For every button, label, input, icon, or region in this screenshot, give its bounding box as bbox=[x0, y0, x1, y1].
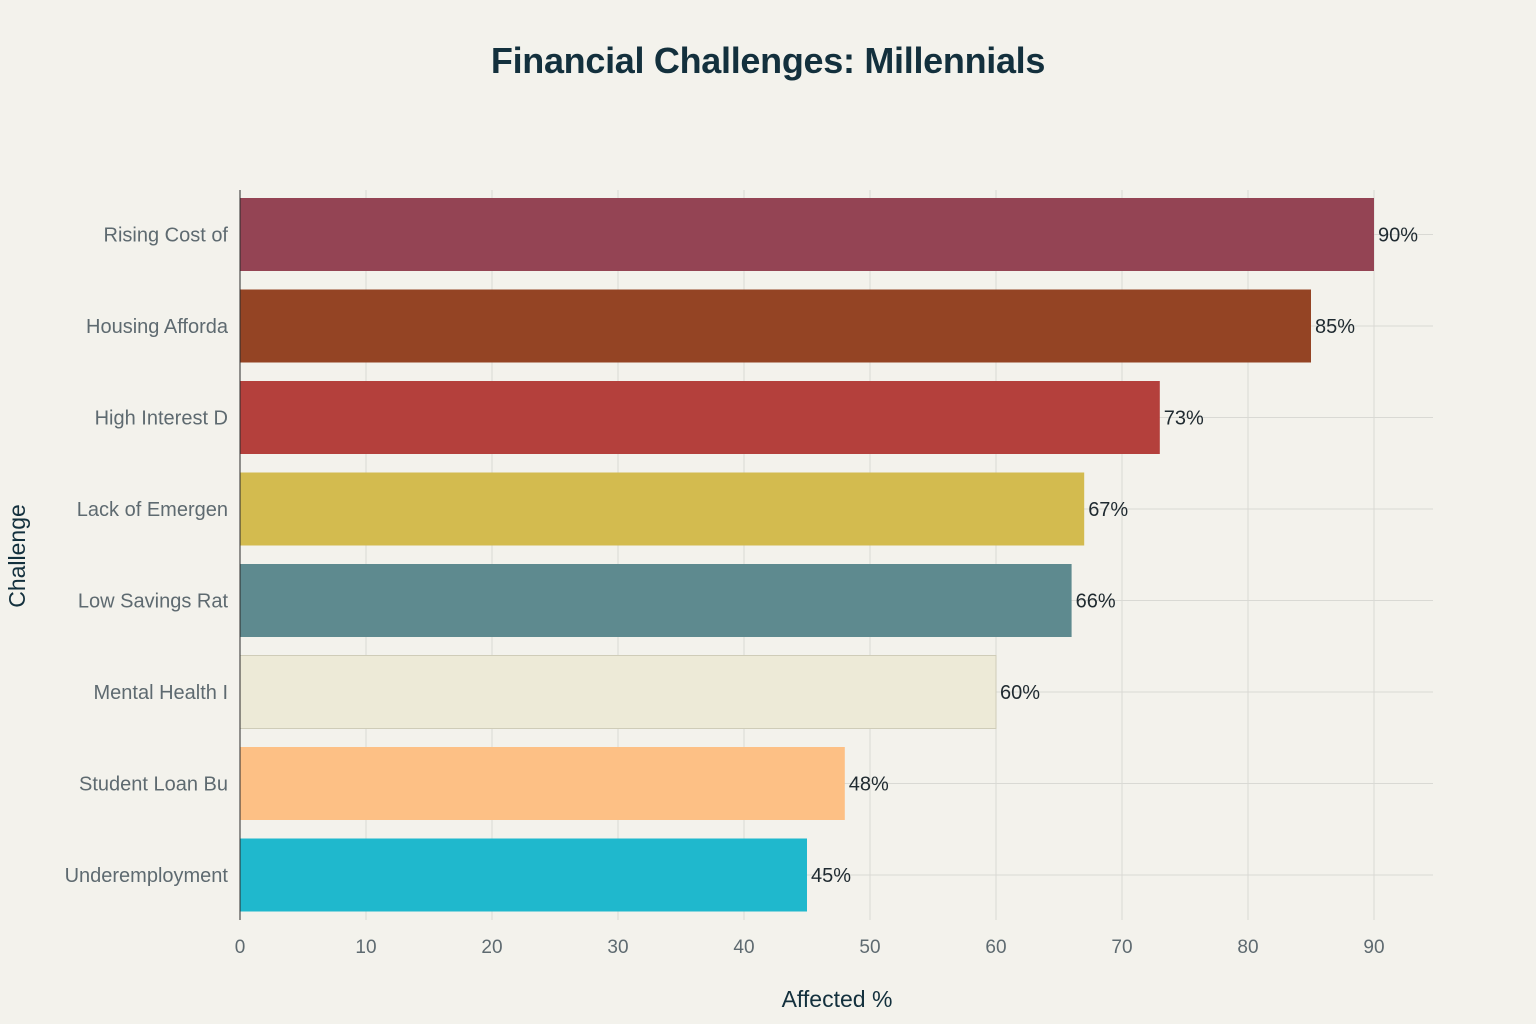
x-tick-label: 40 bbox=[733, 937, 754, 958]
bar bbox=[240, 381, 1160, 454]
x-axis-title: Affected % bbox=[782, 986, 893, 1012]
x-tick-label: 80 bbox=[1237, 937, 1258, 958]
bar bbox=[240, 289, 1311, 363]
x-tick-label: 0 bbox=[235, 937, 246, 958]
x-tick-label: 10 bbox=[355, 937, 376, 958]
category-label: Rising Cost of bbox=[104, 225, 229, 247]
x-tick-label: 50 bbox=[859, 937, 880, 958]
bar bbox=[240, 198, 1374, 271]
data-label: 73% bbox=[1164, 408, 1204, 430]
data-label: 67% bbox=[1088, 499, 1128, 521]
x-tick-label: 30 bbox=[607, 937, 628, 958]
data-label: 48% bbox=[849, 774, 889, 796]
category-label: High Interest D bbox=[95, 408, 228, 430]
x-tick-label: 20 bbox=[481, 937, 502, 958]
bars bbox=[239, 198, 1374, 912]
x-tick-label: 90 bbox=[1363, 937, 1384, 958]
data-labels: 90% 85% 73% 67% 66% 60% 48% 45% bbox=[811, 225, 1418, 888]
bar bbox=[240, 747, 845, 820]
category-label: Mental Health I bbox=[93, 682, 228, 704]
data-label: 60% bbox=[1000, 682, 1040, 704]
category-label: Underemployment bbox=[65, 865, 229, 887]
chart-title: Financial Challenges: Millennials bbox=[490, 40, 1046, 81]
category-label: Housing Afforda bbox=[86, 316, 229, 338]
bar bbox=[240, 472, 1085, 546]
category-labels: Rising Cost of Housing Afforda High Intere… bbox=[65, 225, 229, 888]
bar bbox=[240, 838, 807, 912]
x-tick-labels: 0 10 20 30 40 50 60 70 80 90 bbox=[235, 937, 1385, 958]
data-label: 66% bbox=[1076, 591, 1116, 613]
category-label: Student Loan Bu bbox=[79, 774, 228, 796]
data-label: 90% bbox=[1378, 225, 1418, 247]
bar bbox=[240, 564, 1072, 637]
bar bbox=[239, 655, 997, 729]
x-tick-label: 60 bbox=[985, 937, 1006, 958]
data-label: 45% bbox=[811, 865, 851, 887]
data-label: 85% bbox=[1315, 316, 1355, 338]
category-label: Lack of Emergen bbox=[77, 499, 228, 521]
category-label: Low Savings Rat bbox=[78, 591, 229, 613]
x-tick-label: 70 bbox=[1111, 937, 1132, 958]
y-axis-title: Challenge bbox=[4, 504, 30, 608]
